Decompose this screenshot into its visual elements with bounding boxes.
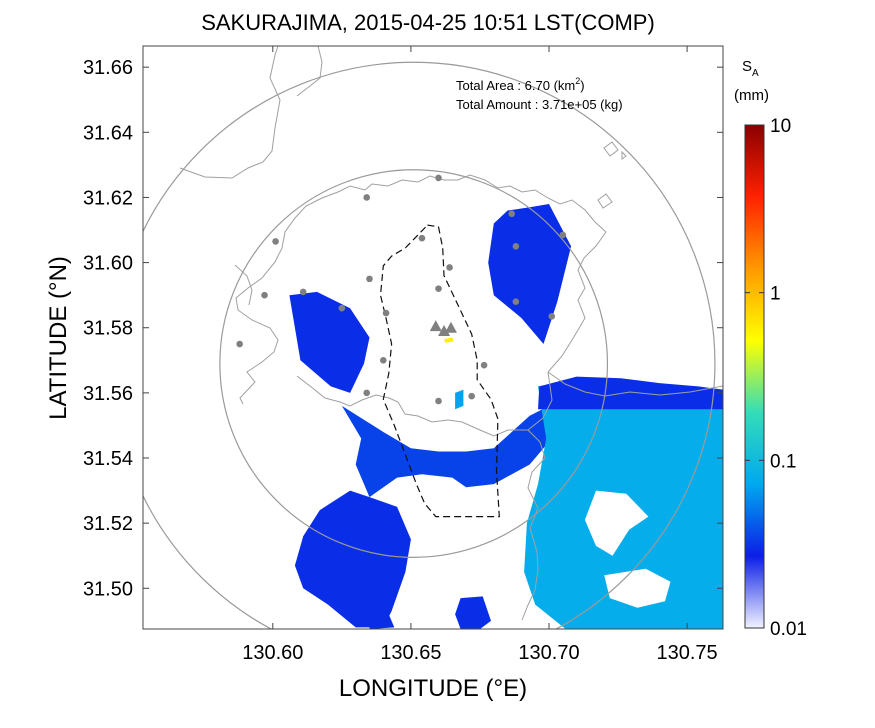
station-marker [435, 174, 442, 182]
y-tick-label: 31.64 [83, 122, 133, 144]
station-marker [366, 275, 373, 283]
colorbar-label: SA [742, 58, 759, 79]
station-marker [382, 309, 390, 317]
station-marker [363, 194, 371, 201]
total-area-superscript: 2 [575, 76, 580, 86]
colorbar-unit: (mm) [734, 87, 769, 104]
ash-deposit-region [488, 204, 572, 344]
x-tick-label: 130.60 [242, 642, 303, 664]
x-axis-label: LONGITUDE (°E) [339, 675, 527, 702]
station-marker [435, 285, 442, 292]
x-tick-label: 130.75 [657, 642, 718, 664]
x-tick-label: 130.65 [380, 642, 441, 664]
y-tick-label: 31.60 [83, 253, 133, 275]
station-marker [548, 313, 556, 320]
no-data-region [604, 568, 671, 608]
volcano-vent-marker [438, 324, 451, 336]
station-marker [261, 291, 268, 299]
ash-deposit-region [369, 607, 395, 629]
x-axis: LONGITUDE (°E) [143, 628, 723, 702]
colorbar-tick-label: 0.1 [770, 451, 796, 472]
range-ring [143, 61, 716, 629]
station-marker [418, 234, 426, 242]
ash-deposit-region [538, 376, 723, 410]
station-marker [435, 397, 442, 405]
info-box: Total Area : 6.70 (km2) Total Amount : 3… [456, 76, 623, 112]
ash-deposit-region [289, 291, 370, 393]
station-marker [236, 340, 243, 348]
range-ring [219, 169, 609, 558]
y-tick-label: 31.56 [83, 383, 133, 405]
station-marker [480, 361, 488, 369]
y-tick-label: 31.54 [83, 448, 133, 470]
colorbar-gradient [744, 124, 765, 629]
chart-title: SAKURAJIMA, 2015-04-25 10:51 LST(COMP) [201, 10, 655, 35]
station-marker [379, 356, 387, 364]
station-marker [512, 298, 520, 305]
ash-deposit-region [455, 596, 491, 629]
ash-deposit-region [341, 405, 549, 498]
colorbar: SA (mm) 10 1 0.1 0.01 [734, 58, 807, 640]
station-marker [512, 243, 520, 250]
station-marker [363, 389, 371, 397]
colorbar-symbol: S [742, 58, 752, 75]
station-marker [272, 238, 279, 245]
volcano-vent-marker [429, 320, 442, 332]
colorbar-symbol-subscript: A [752, 68, 759, 79]
no-data-region [584, 490, 649, 556]
y-tick-label: 31.50 [83, 578, 133, 600]
island-outline [379, 224, 500, 518]
station-marker [508, 210, 516, 218]
total-area-label: Total Area : 6.70 (km [456, 78, 575, 93]
volcano-vent-marker [444, 321, 457, 333]
ash-deposit-region [455, 389, 464, 410]
plot-frame [142, 45, 724, 630]
colorbar-tick-label: 1 [770, 284, 781, 305]
total-area-text: Total Area : 6.70 (km2) [456, 76, 585, 93]
station-marker [446, 264, 453, 271]
colorbar-tick-label: 0.01 [770, 619, 807, 640]
station-marker [299, 288, 307, 296]
ash-deposit-region [294, 490, 411, 628]
station-marker [468, 392, 475, 400]
x-tick-label: 130.70 [518, 642, 579, 664]
station-marker [559, 231, 567, 239]
coastline [179, 46, 723, 621]
y-tick-label: 31.66 [83, 57, 133, 79]
y-axis-label: LATITUDE (°N) [45, 256, 72, 420]
y-tick-label: 31.58 [83, 318, 133, 340]
y-tick-label: 31.52 [83, 513, 133, 535]
total-amount-text: Total Amount : 3.71e+05 (kg) [456, 97, 623, 112]
total-area-close: ) [580, 78, 584, 93]
colorbar-tick-label: 10 [770, 116, 791, 137]
ash-deposit-region [444, 337, 454, 343]
ash-deposit-layer [289, 204, 723, 629]
station-marker [338, 304, 346, 312]
y-tick-label: 31.62 [83, 187, 133, 209]
